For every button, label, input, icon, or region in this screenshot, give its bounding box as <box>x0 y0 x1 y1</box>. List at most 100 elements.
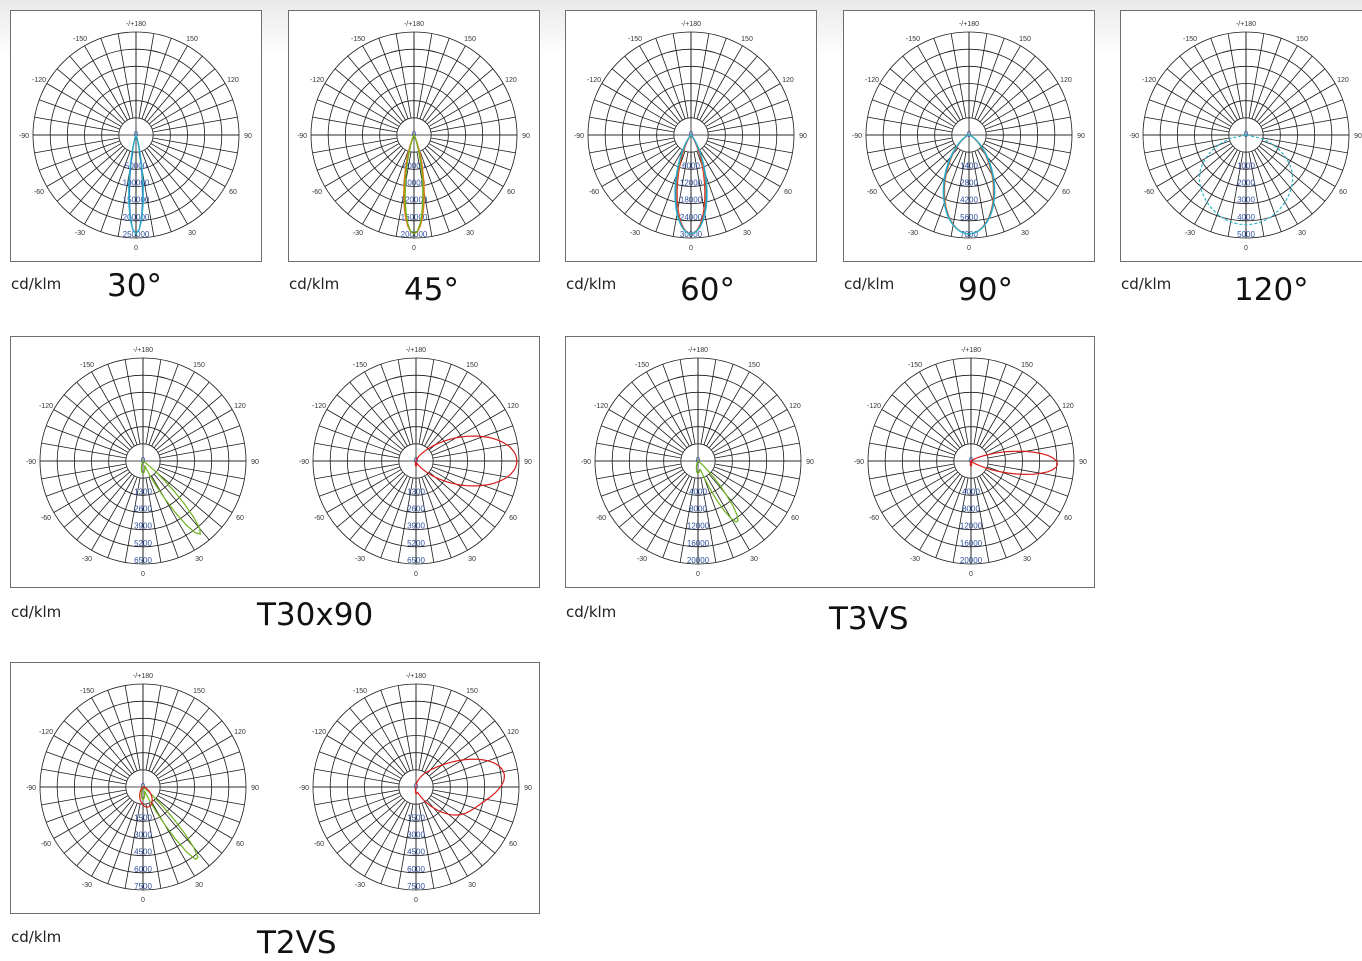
polar-spoke <box>646 371 690 447</box>
polar-spoke <box>148 690 179 772</box>
polar-spoke <box>56 145 124 202</box>
polar-spoke <box>706 475 750 551</box>
polar-spoke <box>631 473 688 541</box>
polar-spoke <box>422 45 466 121</box>
polar-spoke <box>874 425 956 456</box>
radial-tick-label: 1300 <box>407 487 425 496</box>
polar-spoke <box>63 394 131 451</box>
polar-spoke <box>424 697 468 773</box>
polar-spoke <box>91 475 135 551</box>
unit-label: cd/klm <box>566 275 617 293</box>
polar-spoke <box>336 797 404 854</box>
polar-spoke <box>41 789 127 806</box>
polar-spoke <box>1149 99 1231 130</box>
angle-label: 150 <box>466 362 478 369</box>
polar-spoke <box>349 799 406 867</box>
polar-spoke <box>933 150 964 232</box>
polar-spoke <box>919 475 963 551</box>
polar-spoke <box>124 477 141 563</box>
angle-label: 150 <box>741 36 753 43</box>
polar-spoke <box>696 38 727 120</box>
angle-label: 90 <box>1079 459 1087 466</box>
polar-spoke <box>872 99 954 130</box>
angle-label: -60 <box>869 515 879 522</box>
angle-label: 90 <box>524 459 532 466</box>
angle-label: 0 <box>412 245 416 252</box>
angle-label: 120 <box>505 77 517 84</box>
polar-spoke <box>422 149 466 225</box>
polar-spoke <box>151 140 233 171</box>
radial-tick-label: 40000 <box>403 161 426 170</box>
radial-tick-label: 0 <box>1244 130 1249 139</box>
angle-label: 0 <box>141 897 145 904</box>
polar-spoke <box>889 68 957 125</box>
polar-spoke <box>319 466 401 497</box>
polar-spoke <box>421 802 452 884</box>
polar-spoke <box>117 33 134 119</box>
angle-label: 120 <box>789 403 801 410</box>
polar-spoke <box>157 735 233 779</box>
polar-spoke <box>429 99 511 130</box>
angle-label: -120 <box>312 729 326 736</box>
polar-spoke <box>1262 116 1348 133</box>
radial-tick-label: 7500 <box>134 882 152 891</box>
polar-spoke <box>714 442 800 459</box>
polar-spoke <box>1144 137 1230 154</box>
polar-spoke <box>935 364 966 446</box>
polar-spoke <box>679 359 696 445</box>
polar-spoke <box>53 795 129 839</box>
polar-spoke <box>421 476 452 558</box>
intensity-curve <box>128 134 144 235</box>
radial-tick-label: 4000 <box>962 487 980 496</box>
angle-label: 0 <box>134 245 138 252</box>
polar-spoke <box>919 371 963 447</box>
angle-label: -/+180 <box>1236 21 1256 28</box>
polar-spoke <box>424 371 468 447</box>
polar-spoke <box>428 471 496 528</box>
angle-label: 60 <box>1064 515 1072 522</box>
radial-tick-label: 24000 <box>680 213 703 222</box>
angle-label: -/+180 <box>133 347 153 354</box>
angle-label: 150 <box>1296 36 1308 43</box>
polar-spoke <box>138 33 155 119</box>
polar-spoke <box>1254 45 1298 121</box>
angle-label: -60 <box>41 841 51 848</box>
polar-spoke <box>349 473 406 541</box>
polar-spoke <box>713 466 795 497</box>
polar-spoke <box>601 83 677 127</box>
polar-spoke <box>41 442 127 459</box>
polar-spoke <box>76 799 133 867</box>
polar-spoke <box>1179 147 1236 215</box>
polar-spoke <box>984 140 1066 171</box>
polar-spoke <box>158 425 240 456</box>
radial-tick-label: 6500 <box>134 556 152 565</box>
polar-spoke <box>424 801 468 877</box>
polar-spoke <box>952 359 969 445</box>
angle-label: -90 <box>297 133 307 140</box>
angle-label: -150 <box>80 362 94 369</box>
polar-spoke <box>1251 38 1282 120</box>
beam-label-120: 120° <box>1234 272 1309 308</box>
radial-tick-label: 4000 <box>689 487 707 496</box>
polar-spoke <box>34 116 120 133</box>
polar-spoke <box>150 143 226 187</box>
polar-spoke <box>594 99 676 130</box>
polar-spoke <box>334 68 402 125</box>
polar-grid <box>39 683 247 891</box>
polar-spoke <box>432 442 518 459</box>
polar-spoke <box>53 469 129 513</box>
polar-spoke <box>76 381 133 449</box>
polar-spoke <box>364 801 408 877</box>
angle-label: 120 <box>234 403 246 410</box>
chart-panel-90: -/+180 150 -150 120 -120 90 -90 60 -60 30 -30 0 0 140… <box>843 10 1095 262</box>
polar-spoke <box>624 55 681 123</box>
angle-label: -120 <box>587 77 601 84</box>
chart-panel-t30x90: -/+180 150 -150 120 -120 90 -90 60 -60 30 -30 0 0 130… <box>10 336 540 588</box>
polar-spoke <box>662 476 693 558</box>
intensity-curve <box>414 435 518 487</box>
polar-spoke <box>107 364 138 446</box>
radial-tick-label: 2800 <box>960 179 978 188</box>
angle-label: 150 <box>1021 362 1033 369</box>
polar-spoke <box>701 147 758 215</box>
polar-spoke <box>979 147 1036 215</box>
